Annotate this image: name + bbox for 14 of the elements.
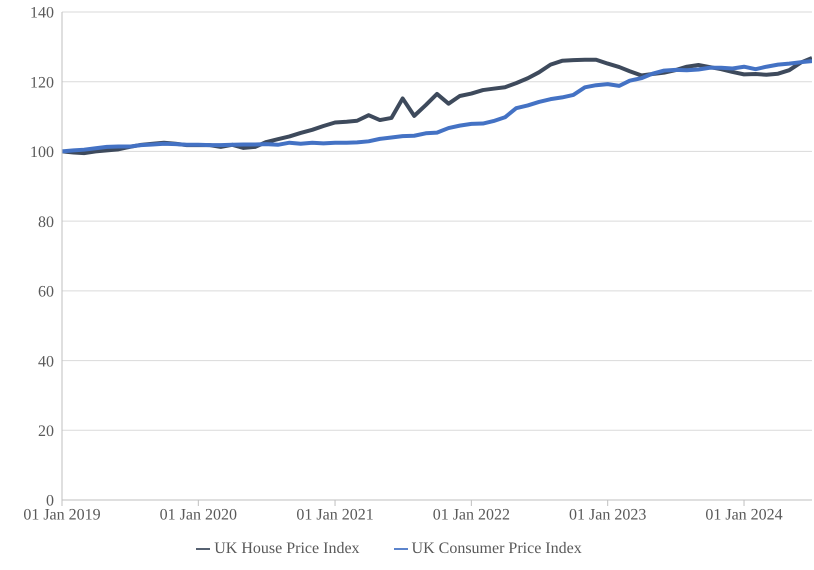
legend-label: UK Consumer Price Index bbox=[412, 540, 582, 557]
y-tick-label: 100 bbox=[30, 144, 54, 162]
x-tick-label: 01 Jan 2021 bbox=[296, 506, 374, 524]
y-tick-label: 80 bbox=[38, 214, 54, 231]
y-tick-label: 40 bbox=[38, 353, 54, 370]
y-tick-label: 140 bbox=[30, 4, 54, 22]
legend-label: UK House Price Index bbox=[214, 540, 360, 557]
x-tick-label: 01 Jan 2024 bbox=[705, 506, 783, 524]
x-tick-label: 01 Jan 2023 bbox=[569, 506, 646, 524]
x-tick-label: 01 Jan 2020 bbox=[160, 506, 237, 524]
y-tick-label: 20 bbox=[38, 422, 54, 440]
y-tick-label: 60 bbox=[38, 284, 54, 301]
y-tick-label: 120 bbox=[30, 74, 54, 92]
x-tick-label: 01 Jan 2022 bbox=[432, 506, 510, 524]
